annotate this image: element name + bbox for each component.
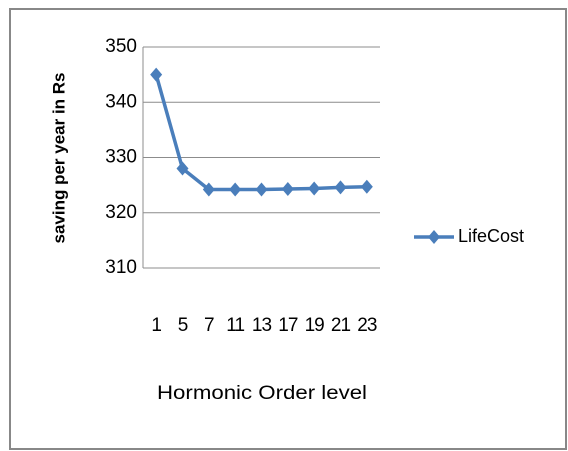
data-point	[229, 182, 242, 197]
x-tick-label: 7	[204, 315, 214, 336]
data-point	[334, 180, 347, 195]
y-tick-label: 340	[105, 91, 137, 112]
x-axis-label: Hormonic Order level	[157, 383, 367, 404]
y-tick-label: 330	[105, 147, 137, 168]
y-tick-label: 350	[105, 36, 137, 57]
x-tick-label: 5	[178, 315, 188, 336]
data-point	[176, 161, 189, 176]
x-tick-label: 17	[278, 315, 298, 336]
legend-label: LifeCost	[458, 226, 524, 246]
data-point	[281, 181, 294, 196]
chart-frame	[9, 8, 567, 450]
x-tick-label: 1	[151, 315, 161, 336]
x-tick-label: 21	[331, 315, 351, 336]
legend-marker	[428, 230, 440, 244]
y-axis-label: saving per year in Rs	[49, 72, 68, 243]
data-point	[150, 67, 163, 82]
x-tick-label: 11	[226, 315, 244, 336]
data-point	[308, 181, 321, 196]
y-tick-label: 320	[105, 202, 137, 223]
x-tick-label: 19	[305, 315, 325, 336]
data-point	[202, 182, 215, 197]
x-tick-label: 13	[252, 315, 272, 336]
y-tick-label: 310	[105, 257, 137, 278]
data-point	[255, 182, 268, 197]
data-point	[360, 179, 373, 194]
x-tick-label: 23	[357, 315, 377, 336]
